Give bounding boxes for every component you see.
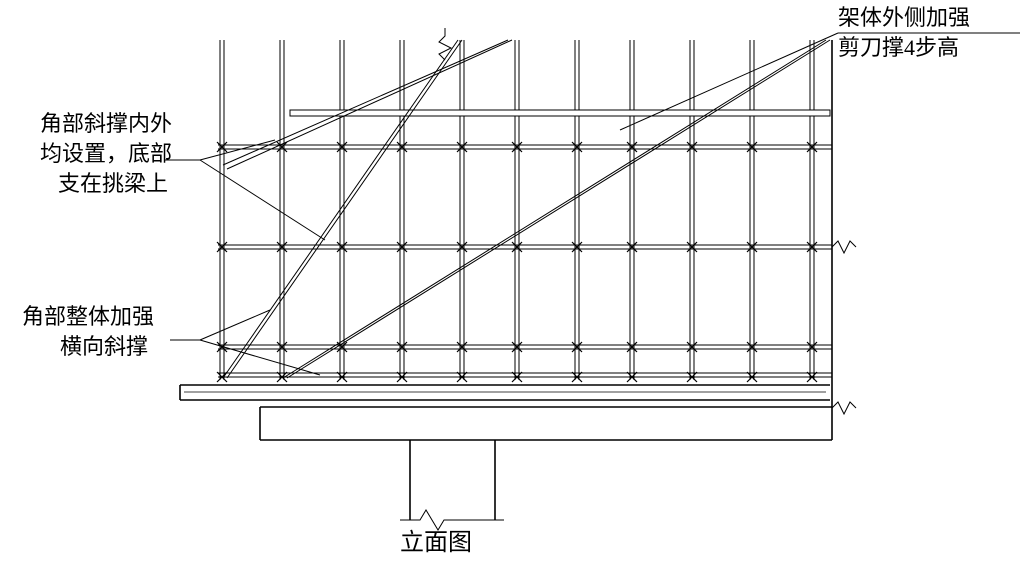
top-break [439, 28, 451, 60]
label-mid-left-2: 均设置，底部 [40, 140, 172, 169]
diagram-canvas: 架体外侧加强 剪刀撑4步高 角部斜撑内外 均设置，底部 支在挑梁上 角部整体加强… [0, 0, 1029, 569]
i-beam [180, 385, 830, 400]
label-bot-left-2: 横向斜撑 [60, 333, 148, 362]
scaffold-horizontals [218, 145, 832, 377]
right-break-marks [832, 241, 856, 414]
title: 立面图 [400, 528, 472, 559]
label-top-right-1: 架体外侧加强 [838, 4, 970, 33]
cross-brace-corner [223, 40, 462, 378]
label-bot-left-1: 角部整体加强 [22, 303, 154, 332]
label-top-right-2: 剪刀撑4步高 [838, 34, 959, 63]
label-mid-left-3: 支在挑梁上 [58, 170, 168, 199]
floor-slab [260, 407, 832, 440]
column [410, 440, 495, 520]
elevation-svg [0, 0, 1029, 569]
scaffold-verticals [220, 40, 814, 380]
leaders [165, 33, 1020, 375]
bottom-break [400, 510, 504, 530]
platform [290, 110, 830, 116]
label-mid-left-1: 角部斜撑内外 [40, 110, 172, 139]
cross-brace-outer [283, 40, 830, 378]
cross-brace-rear [223, 40, 512, 169]
fasteners [217, 142, 817, 382]
